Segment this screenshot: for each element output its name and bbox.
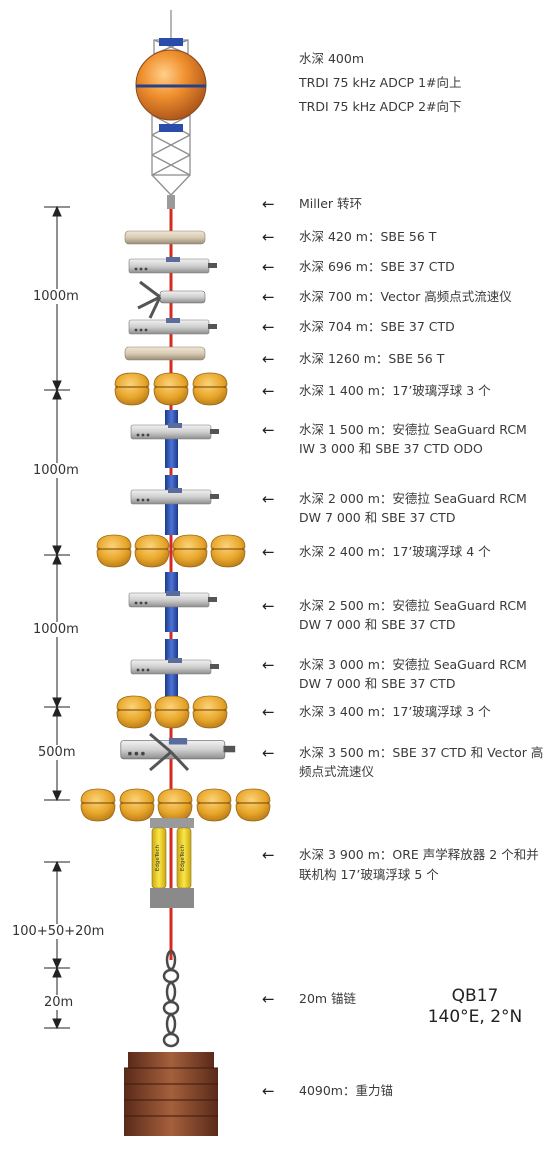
label-1400m: 水深 1 400 m：17’玻璃浮球 3 个 (299, 383, 491, 398)
arrow-icon: ← (262, 350, 275, 368)
sbe56-420m (124, 230, 206, 245)
site-name: QB17 (451, 986, 499, 1006)
glass-floats-1400m (114, 372, 228, 406)
arrow-icon: ← (262, 703, 275, 721)
label-2400m: 水深 2 400 m：17’玻璃浮球 4 个 (299, 544, 491, 559)
sbe37-696m (128, 257, 218, 274)
arrow-icon: ← (262, 656, 275, 674)
label-2000m-line2: DW 7 000 和 SBE 37 CTD (299, 510, 456, 525)
arrow-icon: ← (262, 288, 275, 306)
gravity-anchor (124, 1052, 218, 1136)
glass-floats-3900m (80, 788, 271, 822)
glass-floats-3400m (116, 695, 228, 729)
arrow-icon: ← (262, 543, 275, 561)
label-420m: 水深 420 m：SBE 56 T (299, 229, 437, 244)
swivel (167, 195, 175, 209)
dim-100-50-20m: 100+50+20m (12, 924, 105, 939)
label-3500m-line2: 频点式流速仪 (299, 764, 375, 779)
dim-1000m-a: 1000m (33, 289, 79, 304)
label-depth-400m: 水深 400m (299, 51, 365, 66)
arrow-icon: ← (262, 490, 275, 508)
label-3000m-line2: DW 7 000 和 SBE 37 CTD (299, 676, 456, 691)
adcp-down (159, 124, 183, 132)
edgetech-label-2: EdgeTech (180, 844, 186, 871)
anchor-chain (162, 949, 180, 1048)
ctd-vector-3500m (120, 732, 236, 772)
arrow-icon: ← (262, 258, 275, 276)
label-1260m: 水深 1260 m：SBE 56 T (299, 351, 445, 366)
dim-1000m-b: 1000m (33, 463, 79, 478)
label-1500m: 水深 1 500 m：安德拉 SeaGuard RCM (299, 422, 527, 437)
label-3400m: 水深 3 400 m：17’玻璃浮球 3 个 (299, 704, 491, 719)
arrow-icon: ← (262, 318, 275, 336)
arrow-icon: ← (262, 597, 275, 615)
sbe37-3000m (130, 658, 220, 675)
label-3500m: 水深 3 500 m：SBE 37 CTD 和 Vector 高 (299, 745, 544, 760)
label-696m: 水深 696 m：SBE 37 CTD (299, 259, 455, 274)
label-adcp-up: TRDI 75 kHz ADCP 1#向上 (299, 75, 462, 90)
edgetech-label-1: EdgeTech (155, 844, 161, 871)
acoustic-releases: EdgeTech EdgeTech (150, 818, 194, 908)
arrow-icon: ← (262, 1082, 275, 1100)
arrow-icon: ← (262, 421, 275, 439)
label-704m: 水深 704 m：SBE 37 CTD (299, 319, 455, 334)
sbe37-2500m (128, 591, 218, 608)
sbe37-1500m (130, 423, 220, 440)
arrow-icon: ← (262, 744, 275, 762)
site-coords: 140°E, 2°N (427, 1007, 523, 1027)
label-3000m: 水深 3 000 m：安德拉 SeaGuard RCM (299, 657, 527, 672)
dim-500m: 500m (38, 745, 76, 760)
label-chain: 20m 锚链 (299, 991, 357, 1006)
adcp-up (159, 38, 183, 46)
label-2500m: 水深 2 500 m：安德拉 SeaGuard RCM (299, 598, 527, 613)
arrow-icon: ← (262, 990, 275, 1008)
dim-1000m-c: 1000m (33, 622, 79, 637)
arrow-icon: ← (262, 382, 275, 400)
label-2500m-line2: DW 7 000 和 SBE 37 CTD (299, 617, 456, 632)
seaguard-2000m (165, 475, 178, 535)
arrow-icon: ← (262, 228, 275, 246)
label-swivel: Miller 转环 (299, 196, 363, 211)
arrow-icon: ← (262, 846, 275, 864)
label-3900m-line2: 联机构 17’玻璃浮球 5 个 (299, 867, 439, 882)
label-anchor: 4090m：重力锚 (299, 1083, 393, 1098)
arrow-icon: ← (262, 195, 275, 213)
dim-20m: 20m (44, 995, 74, 1010)
label-1500m-line2: IW 3 000 和 SBE 37 CTD ODO (299, 441, 483, 456)
label-700m: 水深 700 m：Vector 高频点式流速仪 (299, 289, 512, 304)
sbe37-704m (128, 318, 218, 335)
vector-700m (137, 280, 206, 319)
label-adcp-down: TRDI 75 kHz ADCP 2#向下 (299, 99, 462, 114)
dimension-lines (44, 205, 70, 1030)
sbe37-2000m (130, 488, 220, 505)
sbe56-1260m (124, 346, 206, 361)
label-2000m: 水深 2 000 m：安德拉 SeaGuard RCM (299, 491, 527, 506)
label-3900m: 水深 3 900 m：ORE 声学释放器 2 个和并 (299, 847, 539, 862)
